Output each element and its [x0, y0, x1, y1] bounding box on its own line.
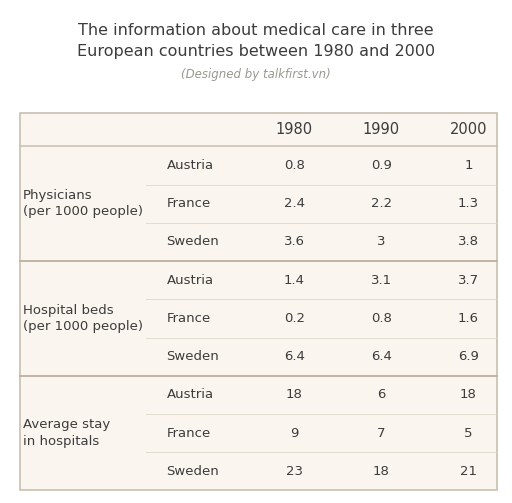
Text: 5: 5 [464, 427, 473, 440]
Text: 6: 6 [377, 388, 386, 401]
Text: Sweden: Sweden [166, 235, 219, 248]
Text: 0.2: 0.2 [284, 312, 305, 325]
Text: 3: 3 [377, 235, 386, 248]
Text: Physicians
(per 1000 people): Physicians (per 1000 people) [23, 189, 143, 218]
Text: 18: 18 [286, 388, 303, 401]
Text: 0.8: 0.8 [371, 312, 392, 325]
Text: Austria: Austria [166, 274, 214, 287]
Text: Austria: Austria [166, 159, 214, 172]
Text: 3.7: 3.7 [458, 274, 479, 287]
Text: 2000: 2000 [450, 122, 487, 137]
Text: 3.6: 3.6 [284, 235, 305, 248]
Text: 0.8: 0.8 [284, 159, 305, 172]
Text: Average stay
in hospitals: Average stay in hospitals [23, 418, 110, 448]
Text: 18: 18 [460, 388, 477, 401]
Text: 1.3: 1.3 [458, 197, 479, 210]
Text: 2.4: 2.4 [284, 197, 305, 210]
Text: France: France [166, 427, 210, 440]
Text: 6.4: 6.4 [284, 350, 305, 363]
Text: 1: 1 [464, 159, 473, 172]
Text: Sweden: Sweden [166, 465, 219, 478]
Text: 6.4: 6.4 [371, 350, 392, 363]
Text: 9: 9 [290, 427, 298, 440]
Text: Sweden: Sweden [166, 350, 219, 363]
Text: 1.6: 1.6 [458, 312, 479, 325]
Text: France: France [166, 197, 210, 210]
Text: 1990: 1990 [363, 122, 400, 137]
Text: France: France [166, 312, 210, 325]
Text: 18: 18 [373, 465, 390, 478]
Text: 3.1: 3.1 [371, 274, 392, 287]
Text: The information about medical care in three
European countries between 1980 and : The information about medical care in th… [77, 23, 435, 59]
Text: 23: 23 [286, 465, 303, 478]
Text: 1.4: 1.4 [284, 274, 305, 287]
Text: 3.8: 3.8 [458, 235, 479, 248]
Text: Austria: Austria [166, 388, 214, 401]
Text: 1980: 1980 [276, 122, 313, 137]
Text: Hospital beds
(per 1000 people): Hospital beds (per 1000 people) [23, 304, 143, 333]
Text: 6.9: 6.9 [458, 350, 479, 363]
Text: 0.9: 0.9 [371, 159, 392, 172]
Text: 21: 21 [460, 465, 477, 478]
Text: 2.2: 2.2 [371, 197, 392, 210]
Text: 7: 7 [377, 427, 386, 440]
Text: (Designed by talkfirst.vn): (Designed by talkfirst.vn) [181, 68, 331, 81]
